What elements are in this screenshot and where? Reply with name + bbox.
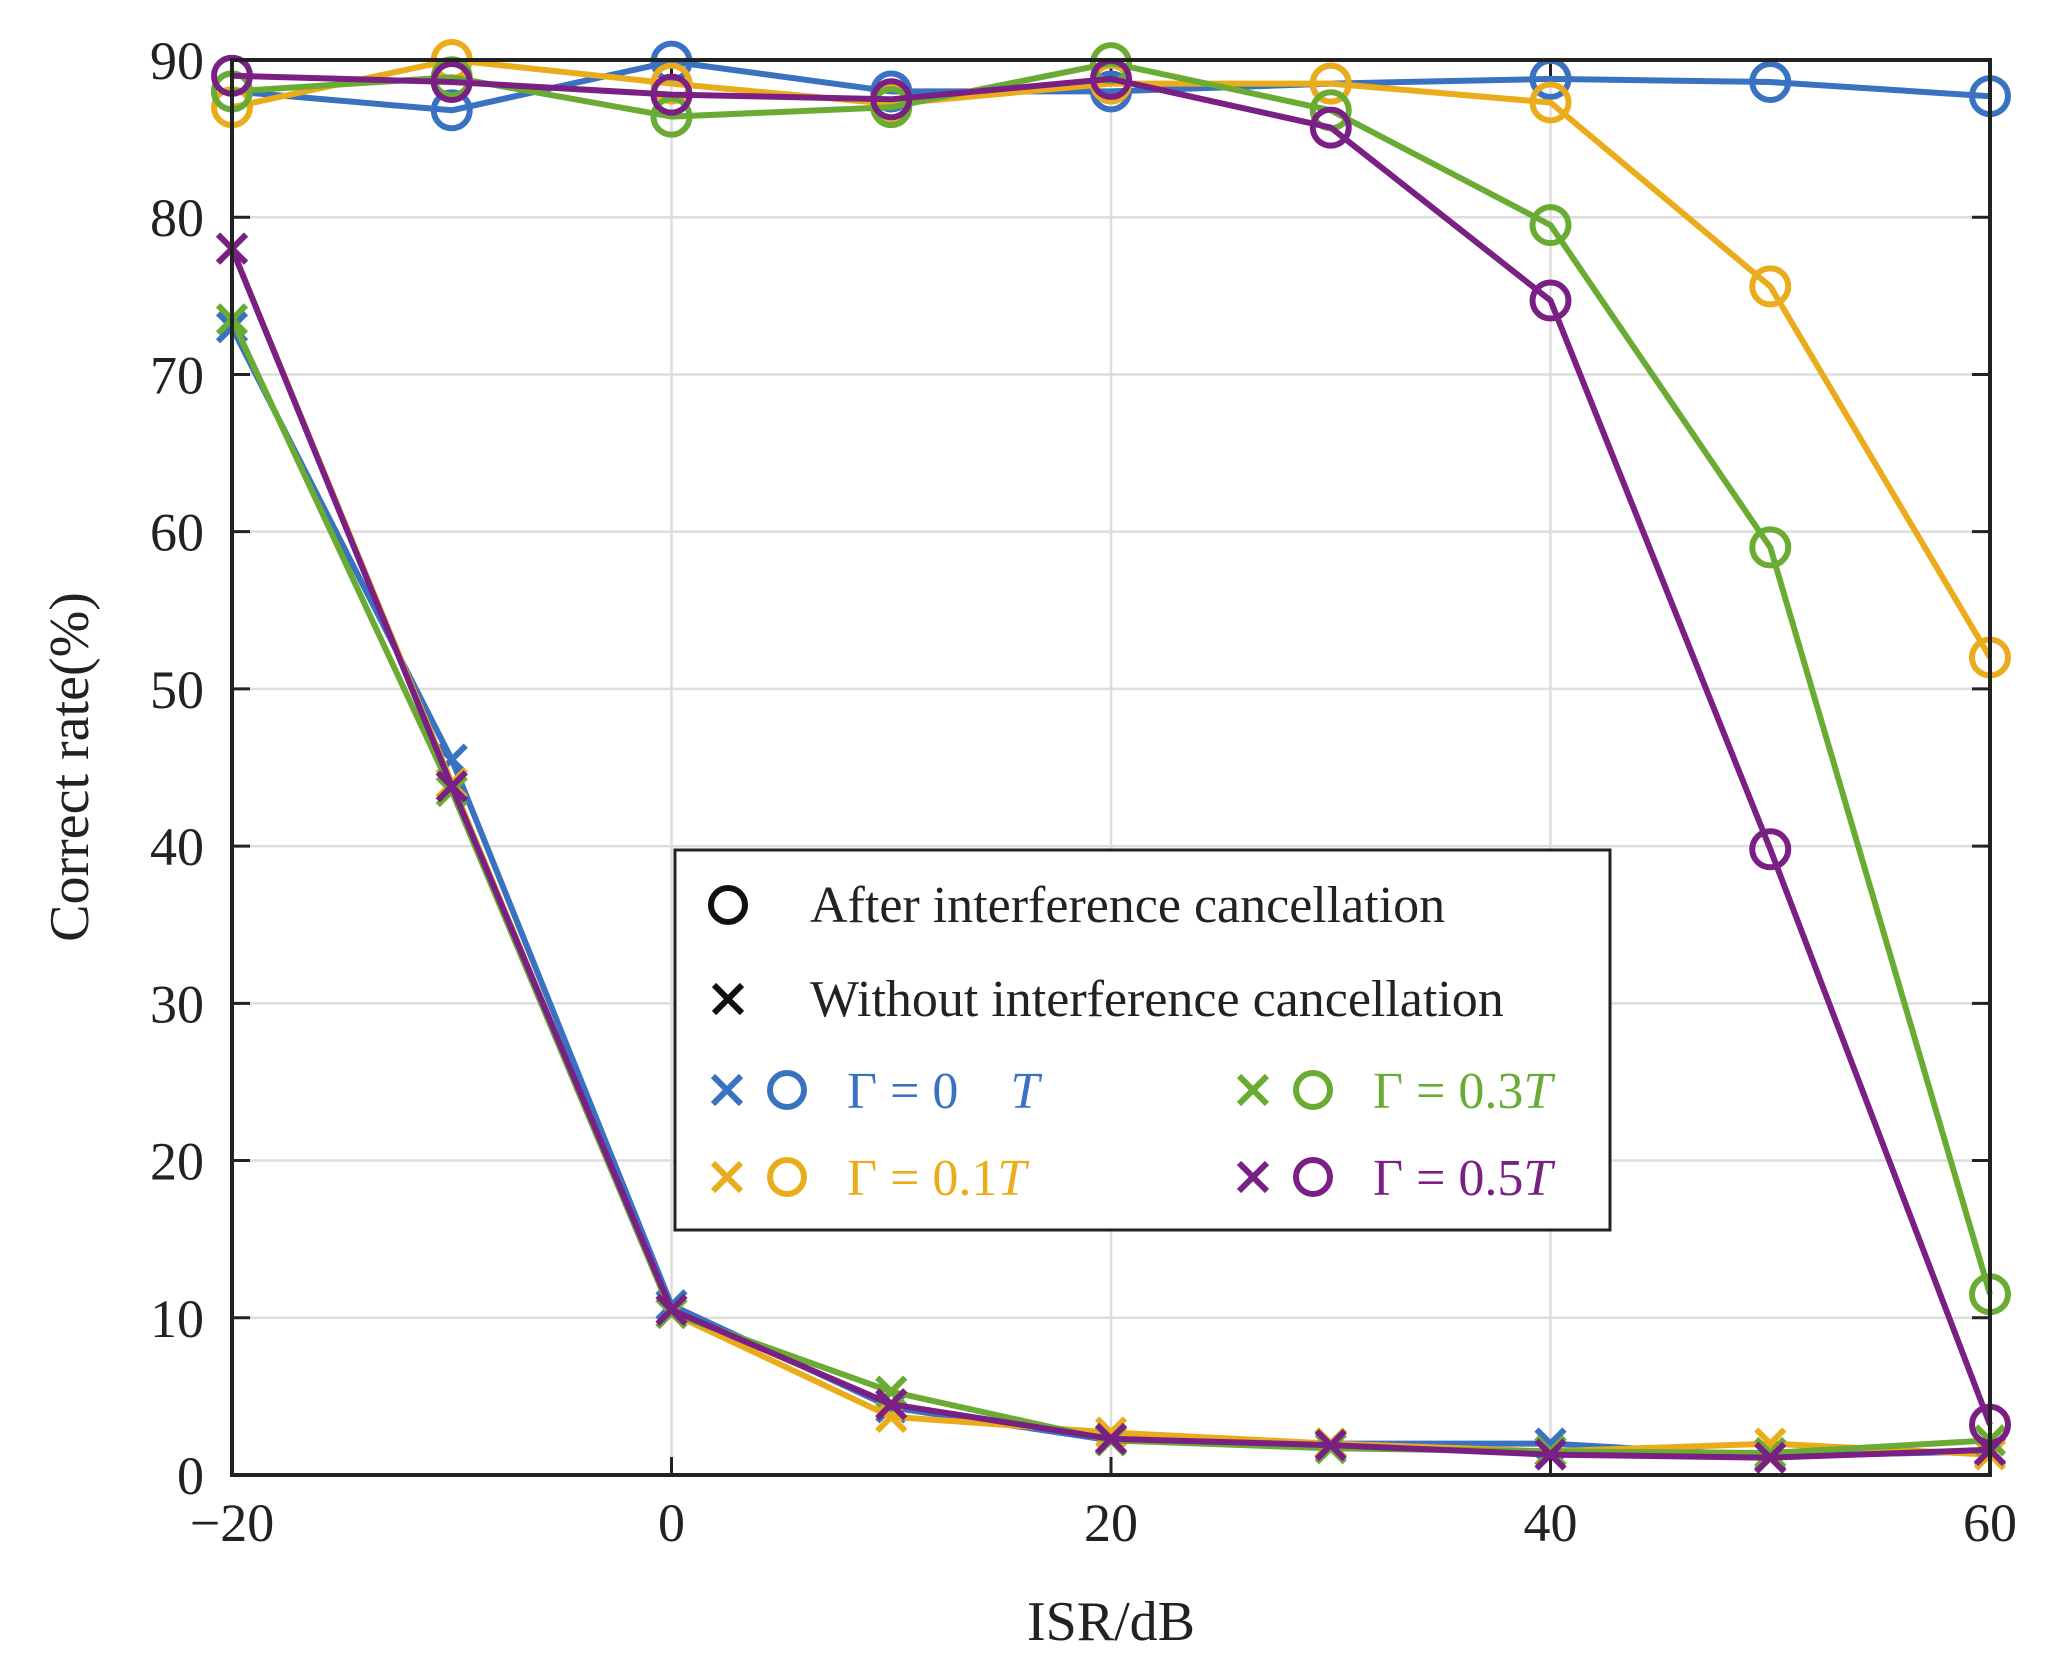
x-tick-label: 40 [1524,1493,1578,1553]
data-point-after [1749,61,1792,104]
y-tick-label: 30 [150,974,204,1034]
y-tick-label: 70 [150,345,204,405]
data-point-without [1754,1441,1787,1474]
legend-series-entry: Γ = 0.5T [1236,1150,1555,1207]
series-line-after [231,58,1991,114]
data-point-without [1314,1429,1347,1462]
data-point-after [430,61,473,104]
legend-cross-icon [711,982,745,1016]
legend-circle-marker [767,1157,807,1197]
data-point-after [650,73,693,116]
legend-after-label: After interference cancellation [810,877,1445,934]
plot-frame [230,58,1992,1477]
legend-series-entries: Γ = 0 T Γ = 0.1T Γ = 0.3T Γ = 0.5T [710,1063,1555,1207]
y-tick-label: 60 [150,503,204,563]
data-point-after [1749,828,1792,871]
legend-circle-marker [767,1070,807,1110]
legend-series-label: Γ = 0.5T [1373,1150,1555,1207]
legend: After interference cancellation Without … [673,848,1612,1232]
data-point-after [870,78,913,121]
y-tick-label: 90 [150,31,204,91]
legend-cross-marker [710,1073,744,1107]
legend-without-label: Without interference cancellation [810,971,1504,1028]
legend-circle-marker [1293,1070,1333,1110]
data-point-after [1309,62,1352,105]
grid [230,60,1992,1475]
series-line-after [231,72,1993,1426]
y-axis-label: Correct rate(%) [39,592,101,942]
data-point-after [1749,526,1792,569]
y-tick-label: 20 [150,1132,204,1192]
x-tick-label: 20 [1084,1493,1138,1553]
data-point-after [650,95,693,138]
data-point-without [435,770,468,803]
legend-series-label: Γ = 0.3T [1373,1063,1555,1120]
data-point-without [1754,1436,1787,1470]
data-point-without [1534,1438,1567,1471]
legend-cross-marker [710,1160,744,1194]
legend-series-label: Γ = 0.1T [847,1150,1029,1207]
legend-series-entry: Γ = 0.3T [1236,1063,1555,1120]
legend-series-label: Γ = 0 T [847,1063,1042,1120]
data-point-without [1094,1422,1128,1455]
x-tick-label: 60 [1963,1493,2017,1553]
y-tick-label: 10 [150,1289,204,1349]
legend-cross-marker [1236,1160,1270,1194]
data-point-without [875,1388,908,1421]
x-tick-label: −20 [190,1493,274,1553]
legend-cross-marker [1236,1073,1270,1107]
y-tick-label: 50 [150,660,204,720]
data-point-after [1749,265,1792,308]
legend-series-entry: Γ = 0.1T [710,1150,1029,1207]
legend-circle-marker [1293,1157,1333,1197]
legend-series-entry: Γ = 0 T [710,1063,1042,1120]
y-tick-label: 80 [150,188,204,248]
data-point-without [655,1293,688,1327]
data-point-after [1529,204,1572,247]
x-tick-label: 0 [658,1493,685,1553]
y-tick-label: 0 [177,1446,204,1506]
y-tick-label: 40 [150,817,204,877]
data-point-after [1309,106,1352,149]
x-axis-label: ISR/dB [1027,1591,1195,1653]
legend-circle-icon [708,885,748,925]
data-point-after [1529,279,1572,322]
data-point-after [1529,81,1572,124]
legend-box [673,848,1612,1232]
